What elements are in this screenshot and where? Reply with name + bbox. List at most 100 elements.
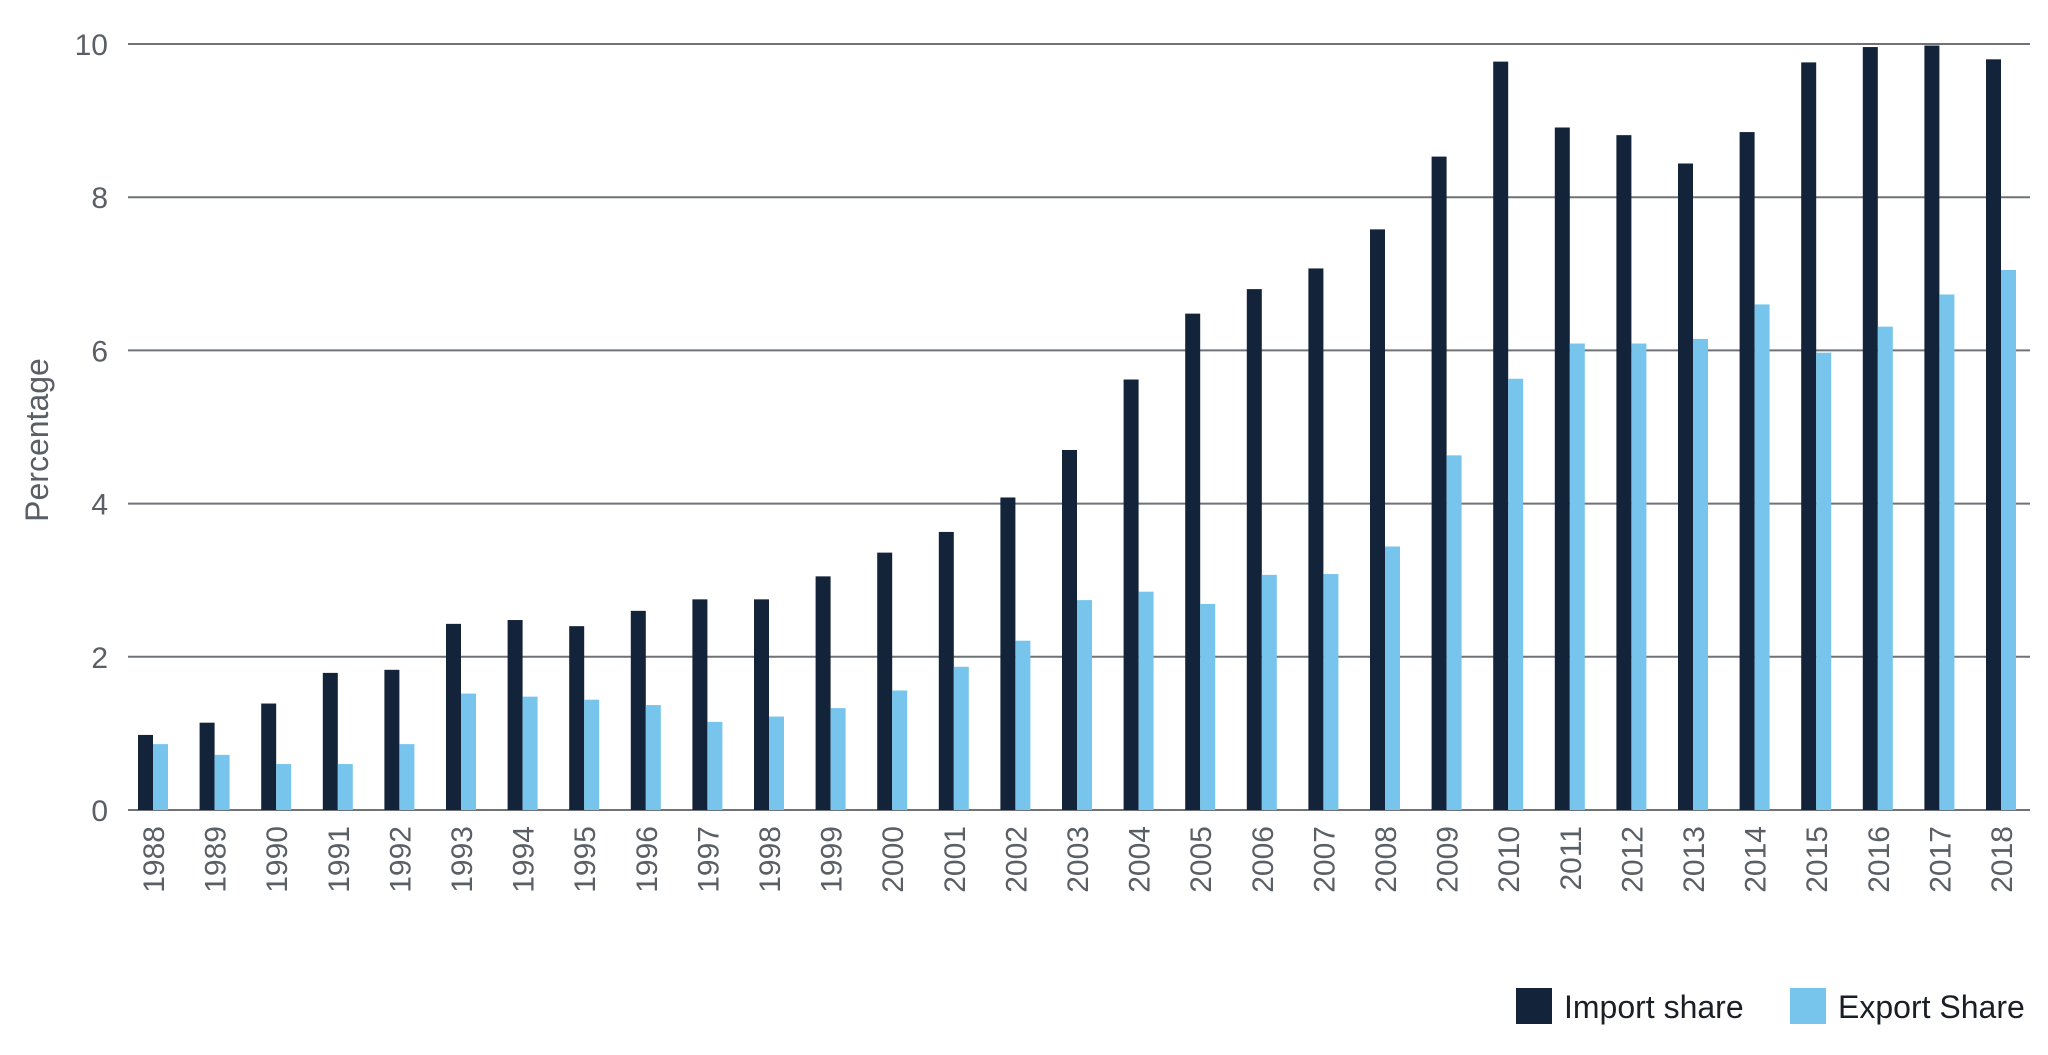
- import-share-bar-2016: [1862, 47, 1878, 810]
- export-share-bar-2003: [1077, 600, 1092, 810]
- import-share-bar-1993: [446, 623, 461, 810]
- y-tick-label: 6: [91, 335, 108, 368]
- import-share-bar-1999: [815, 576, 831, 810]
- export-share-bar-1989: [214, 754, 230, 810]
- import-share-bar-1989: [199, 722, 215, 810]
- x-tick-label: 1998: [754, 826, 787, 893]
- export-share-bar-2014: [1754, 304, 1770, 810]
- import-share-bar-2014: [1739, 132, 1755, 811]
- export-share-bar-2008: [1385, 546, 1400, 810]
- import-share-bar-1988: [138, 734, 153, 810]
- export-share-bar-2006: [1261, 574, 1277, 810]
- y-tick-label: 2: [91, 642, 108, 675]
- import-share-bar-2011: [1554, 127, 1570, 810]
- export-share-bar-1999: [830, 708, 846, 810]
- x-tick-label: 2005: [1185, 826, 1218, 893]
- export-share-bar-1996: [645, 705, 661, 810]
- legend-label-import-share: Import share: [1564, 989, 1744, 1025]
- x-tick-label: 2000: [877, 826, 910, 893]
- x-tick-label: 1993: [446, 826, 479, 893]
- import-share-bar-1997: [692, 599, 708, 810]
- x-tick-label: 2004: [1124, 826, 1157, 893]
- import-share-bar-2005: [1185, 313, 1201, 810]
- export-share-bar-2000: [892, 690, 908, 810]
- x-tick-label: 1997: [692, 826, 725, 893]
- x-tick-label: 2008: [1370, 826, 1403, 893]
- export-share-bar-2012: [1631, 343, 1647, 810]
- bars: [138, 45, 2016, 811]
- x-tick-label: 1988: [138, 826, 171, 893]
- x-tick-label: 2009: [1432, 826, 1465, 893]
- import-share-bar-2007: [1308, 268, 1324, 810]
- import-share-bar-2010: [1493, 61, 1509, 811]
- export-share-bar-2007: [1323, 574, 1339, 810]
- x-tick-label: 2006: [1247, 826, 1280, 893]
- import-share-bar-1994: [507, 620, 523, 810]
- x-tick-label: 2014: [1740, 826, 1773, 893]
- export-share-bar-1988: [153, 744, 168, 810]
- import-share-bar-2017: [1924, 45, 1940, 811]
- x-tick-label: 2016: [1863, 826, 1896, 893]
- y-tick-label: 0: [91, 795, 108, 828]
- export-share-bar-2015: [1816, 352, 1832, 810]
- x-tick-label: 1995: [569, 826, 602, 893]
- export-share-bar-2001: [953, 666, 969, 810]
- import-share-bar-2001: [938, 531, 954, 810]
- y-tick-label: 10: [75, 29, 108, 62]
- x-tick-label: 2007: [1308, 826, 1341, 893]
- export-share-bar-2002: [1015, 640, 1031, 810]
- x-tick-label: 1989: [200, 826, 233, 893]
- legend-label-export-share: Export Share: [1838, 989, 2025, 1025]
- legend: Import share Export Share: [1516, 988, 2025, 1025]
- x-tick-label: 2012: [1616, 826, 1649, 893]
- x-tick-label: 1994: [508, 826, 541, 893]
- import-share-bar-2002: [1000, 497, 1016, 810]
- export-share-bar-1992: [399, 744, 415, 810]
- legend-swatch-export-share: [1790, 988, 1826, 1024]
- export-share-bar-1994: [522, 696, 538, 810]
- import-share-bar-2006: [1246, 289, 1262, 810]
- import-share-bar-1992: [384, 669, 400, 810]
- import-share-bar-2018: [1986, 59, 2001, 810]
- export-share-bar-2016: [1877, 326, 1893, 810]
- x-tick-label: 2001: [939, 826, 972, 893]
- export-share-bar-1998: [769, 716, 784, 810]
- import-share-bar-2003: [1062, 449, 1077, 810]
- export-share-bar-2005: [1200, 603, 1216, 810]
- import-share-bar-2012: [1616, 135, 1632, 811]
- import-share-bar-1996: [630, 610, 646, 810]
- x-tick-label: 2015: [1801, 826, 1834, 893]
- export-share-bar-2009: [1446, 455, 1462, 810]
- import-share-bar-2008: [1370, 229, 1385, 810]
- import-share-bar-2009: [1431, 156, 1447, 811]
- y-tick-label: 4: [91, 489, 108, 522]
- x-tick-label: 2017: [1924, 826, 1957, 893]
- export-share-bar-2013: [1693, 338, 1708, 810]
- import-share-bar-2004: [1123, 379, 1139, 810]
- export-share-bar-2017: [1939, 294, 1955, 810]
- import-share-bar-2015: [1801, 62, 1817, 811]
- x-tick-label: 1996: [631, 826, 664, 893]
- export-share-bar-1991: [337, 764, 353, 810]
- export-share-bar-2018: [2001, 269, 2016, 811]
- export-share-bar-2004: [1138, 591, 1154, 810]
- import-share-bar-1990: [261, 703, 277, 810]
- export-share-bar-2011: [1569, 343, 1585, 810]
- import-share-bar-1998: [754, 599, 769, 810]
- export-share-bar-1990: [276, 764, 292, 810]
- import-share-bar-2013: [1678, 163, 1693, 811]
- x-tick-label: 1991: [323, 826, 356, 893]
- x-axis-tick-labels: 1988 1989 1990 1991 1992 1993 1994 1995 1996 1997…: [138, 826, 2019, 893]
- export-share-bar-1995: [584, 699, 600, 810]
- import-share-bar-1991: [322, 672, 338, 810]
- x-tick-label: 1990: [261, 826, 294, 893]
- x-tick-label: 2013: [1678, 826, 1711, 893]
- x-tick-label: 2018: [1986, 826, 2019, 893]
- y-axis-title: Percentage: [19, 358, 55, 522]
- y-tick-label: 8: [91, 182, 108, 215]
- x-tick-label: 2011: [1555, 826, 1588, 891]
- x-tick-label: 1992: [384, 826, 417, 893]
- x-tick-label: 2010: [1493, 826, 1526, 893]
- export-share-bar-2010: [1508, 378, 1524, 810]
